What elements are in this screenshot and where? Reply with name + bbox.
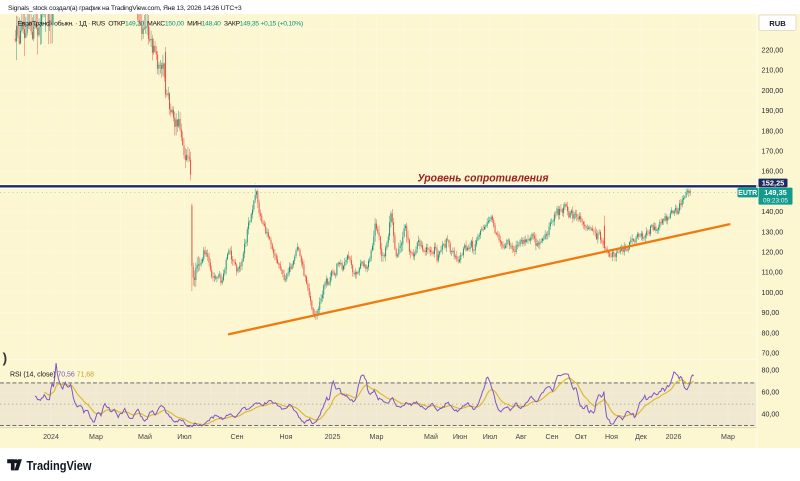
svg-text:Июн: Июн — [453, 433, 467, 441]
svg-text:2025: 2025 — [325, 433, 341, 441]
svg-text:110,00: 110,00 — [762, 269, 783, 277]
svg-text:EUTR: EUTR — [738, 190, 757, 197]
svg-text:80,00: 80,00 — [762, 329, 780, 337]
svg-text:TradingView: TradingView — [27, 458, 93, 473]
svg-text:40,00: 40,00 — [762, 411, 780, 419]
svg-text:120,00: 120,00 — [762, 249, 784, 257]
svg-text:140,00: 140,00 — [762, 208, 784, 216]
svg-text:Дек: Дек — [635, 433, 648, 441]
svg-text:2024: 2024 — [43, 433, 59, 441]
svg-text:70,00: 70,00 — [762, 350, 780, 358]
svg-text:210,00: 210,00 — [762, 67, 784, 75]
svg-text:200,00: 200,00 — [762, 87, 784, 95]
svg-text:Уровень сопротивления: Уровень сопротивления — [418, 173, 550, 185]
svg-text:220,00: 220,00 — [762, 47, 784, 55]
svg-text:Ноя: Ноя — [605, 433, 618, 441]
svg-text:Авг: Авг — [515, 433, 527, 441]
svg-text:149,35: 149,35 — [764, 188, 787, 197]
svg-text:Signals_stock создал(а) график: Signals_stock создал(а) график на Tradin… — [8, 5, 242, 12]
svg-text:ЕвроТранс · обыкн. · 1Д · RUS: ЕвроТранс · обыкн. · 1Д · RUS ОТКР149,20… — [18, 20, 304, 28]
svg-text:152,25: 152,25 — [762, 179, 785, 188]
svg-text:80,00: 80,00 — [762, 367, 780, 375]
svg-text:2026: 2026 — [666, 433, 682, 441]
svg-text:Сен: Сен — [546, 433, 559, 441]
svg-text:RUB: RUB — [769, 19, 786, 28]
svg-text:Май: Май — [424, 433, 438, 441]
svg-text:170,00: 170,00 — [762, 148, 784, 156]
svg-text:160,00: 160,00 — [762, 168, 784, 176]
svg-text:Июл: Июл — [177, 433, 191, 441]
svg-text:130,00: 130,00 — [762, 228, 784, 236]
svg-text:RSI (14, close) 70,56 71,68: RSI (14, close) 70,56 71,68 — [10, 372, 94, 379]
svg-text:Мар: Мар — [370, 433, 384, 441]
svg-text:Мар: Мар — [721, 433, 735, 441]
svg-text:190,00: 190,00 — [762, 107, 784, 115]
svg-text:60,00: 60,00 — [762, 389, 780, 397]
svg-text:Мар: Мар — [89, 433, 103, 441]
svg-text:09:23:05: 09:23:05 — [763, 198, 788, 205]
svg-text:Ноя: Ноя — [280, 433, 293, 441]
svg-text:Сен: Сен — [231, 433, 244, 441]
svg-text:): ) — [3, 351, 8, 366]
svg-text:Июл: Июл — [483, 433, 497, 441]
svg-text:90,00: 90,00 — [762, 309, 780, 317]
svg-text:Май: Май — [138, 433, 152, 441]
svg-text:Окт: Окт — [575, 433, 588, 441]
svg-text:180,00: 180,00 — [762, 127, 784, 135]
svg-text:100,00: 100,00 — [762, 289, 784, 297]
